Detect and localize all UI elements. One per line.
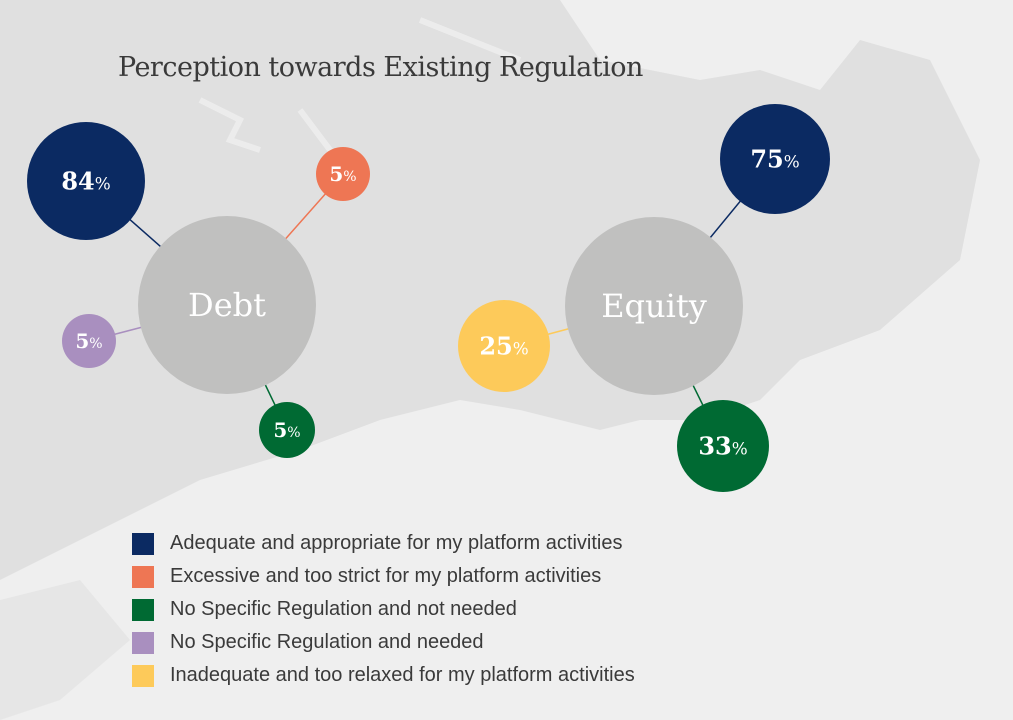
bubble-not_needed	[259, 402, 315, 458]
legend: Adequate and appropriate for my platform…	[132, 527, 635, 692]
group-debt: Debt 84% 5% 5% 5%	[27, 122, 370, 458]
bubble-inadequate	[458, 300, 550, 392]
legend-swatch	[132, 565, 154, 588]
bubble-value: 75%	[750, 144, 799, 173]
hub-label: Debt	[188, 286, 266, 324]
legend-swatch	[132, 631, 154, 654]
legend-label: Adequate and appropriate for my platform…	[170, 532, 623, 554]
legend-swatch	[132, 664, 154, 687]
bubble-adequate	[27, 122, 145, 240]
legend-label: No Specific Regulation and not needed	[170, 598, 517, 620]
bubble-value: 25%	[479, 331, 528, 360]
hub-circle	[565, 217, 743, 395]
bubble-excessive	[316, 147, 370, 201]
legend-label: Inadequate and too relaxed for my platfo…	[170, 664, 635, 686]
legend-label: Excessive and too strict for my platform…	[170, 565, 602, 587]
bubble-adequate	[720, 104, 830, 214]
hub-label: Equity	[601, 287, 707, 325]
land-mass	[0, 580, 130, 720]
legend-swatch	[132, 598, 154, 621]
hub-circle	[138, 216, 316, 394]
bubble-value: 33%	[698, 431, 747, 460]
bubble-needed	[62, 314, 116, 368]
legend-swatch	[132, 532, 154, 555]
chart-title: Perception towards Existing Regulation	[118, 52, 643, 83]
group-equity: Equity 75% 25% 33%	[458, 104, 830, 492]
legend-item: Inadequate and too relaxed for my platfo…	[132, 659, 635, 692]
legend-item: Adequate and appropriate for my platform…	[132, 527, 635, 560]
legend-item: Excessive and too strict for my platform…	[132, 560, 635, 593]
bubble-value: 5%	[273, 418, 300, 442]
bubble-value: 84%	[61, 166, 110, 195]
bubble-not_needed	[677, 400, 769, 492]
legend-item: No Specific Regulation and not needed	[132, 593, 635, 626]
bubble-value: 5%	[75, 329, 102, 353]
bubble-value: 5%	[329, 162, 356, 186]
legend-label: No Specific Regulation and needed	[170, 631, 484, 653]
legend-item: No Specific Regulation and needed	[132, 626, 635, 659]
